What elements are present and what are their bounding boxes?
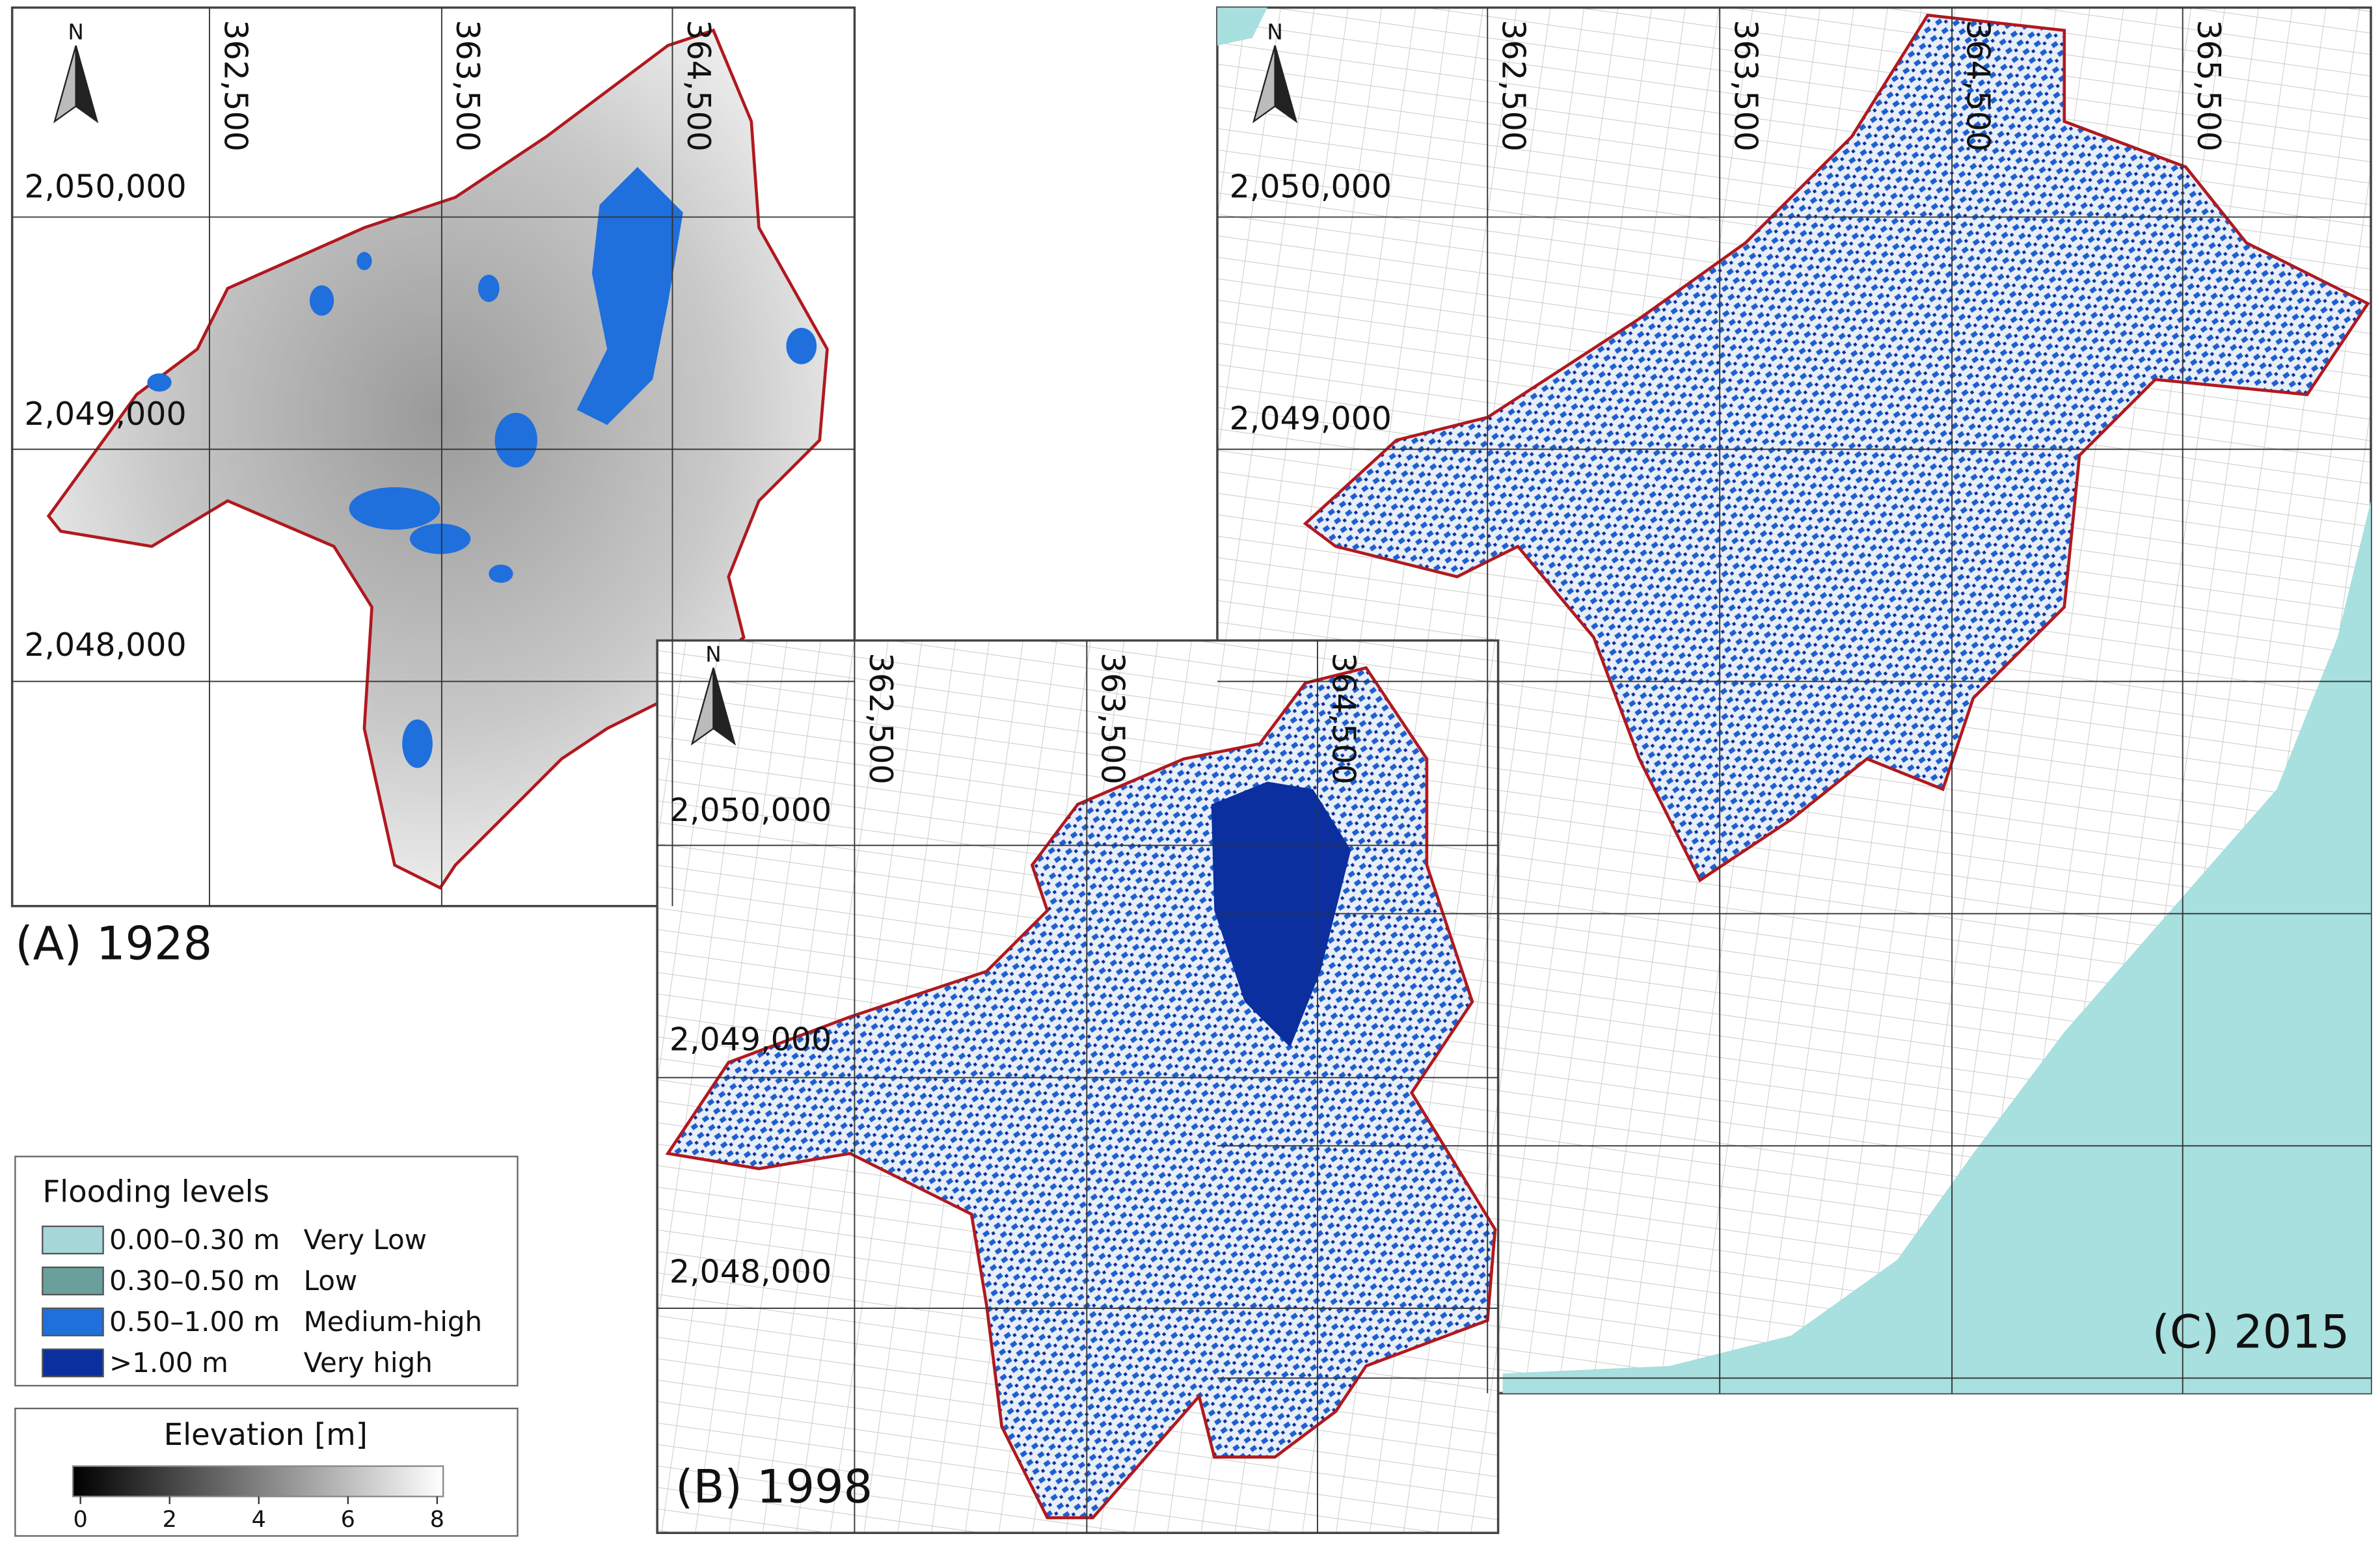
x-coordinate-label: 364,500 xyxy=(1325,653,1362,785)
north-arrow: N xyxy=(1252,20,1298,124)
legend-range: >1.00 m xyxy=(109,1347,228,1379)
legend-range: 0.00–0.30 m xyxy=(109,1224,280,1256)
panel-label: (B) 1998 xyxy=(675,1461,872,1514)
arrow-right xyxy=(1274,45,1298,124)
legend-level: Medium-high xyxy=(304,1306,483,1338)
x-coordinate-label: 362,500 xyxy=(217,20,254,152)
north-label: N xyxy=(1267,20,1282,45)
y-coordinate-label: 2,049,000 xyxy=(1230,400,1392,437)
y-coordinate-label: 2,050,000 xyxy=(1230,168,1392,205)
x-coordinate-label: 362,500 xyxy=(862,653,899,785)
legend-title: Flooding levels xyxy=(42,1175,269,1210)
panel-b xyxy=(656,639,1500,1535)
elevation-tick-label: 0 xyxy=(74,1507,88,1533)
legend-title: Elevation [m] xyxy=(164,1418,368,1453)
elevation-tick-label: 4 xyxy=(252,1507,266,1533)
x-coordinate-label: 362,500 xyxy=(1495,20,1532,152)
arrow-right xyxy=(75,45,99,124)
elevation-ticks: 0 2 4 6 8 xyxy=(74,1496,444,1533)
x-coordinate-label: 365,500 xyxy=(2190,20,2227,152)
panel-annotations: 362,500 363,500 364,500 365,500 2,050,000 2,0… xyxy=(1217,7,2372,1394)
north-label: N xyxy=(705,642,721,667)
y-coordinate-label: 2,049,000 xyxy=(24,396,186,433)
panel-label: (A) 1928 xyxy=(15,917,212,970)
y-coordinate-label: 2,049,000 xyxy=(669,1021,832,1058)
legend-level: Very Low xyxy=(304,1224,427,1256)
legend-range: 0.50–1.00 m xyxy=(109,1306,280,1338)
sea xyxy=(1502,500,2372,1394)
x-coordinate-label: 363,500 xyxy=(1727,20,1765,152)
x-coordinate-label: 363,500 xyxy=(1094,653,1131,785)
north-arrow: N xyxy=(690,642,737,746)
elevation-tick-label: 6 xyxy=(341,1507,355,1533)
legend-swatch xyxy=(42,1266,104,1296)
y-coordinate-label: 2,048,000 xyxy=(669,1253,832,1290)
x-coordinate-label: 364,500 xyxy=(1959,20,1996,152)
y-coordinate-label: 2,050,000 xyxy=(24,168,186,205)
x-coordinate-label: 363,500 xyxy=(449,20,486,152)
arrow-right xyxy=(712,667,737,746)
elevation-legend: Elevation [m] 0 2 4 6 8 xyxy=(14,1407,519,1537)
elevation-tick-label: 8 xyxy=(430,1507,444,1533)
catchment-outline xyxy=(1303,13,2370,883)
legend-level: Very high xyxy=(304,1347,433,1379)
flood-area xyxy=(1211,781,1351,1047)
elevation-tick-label: 2 xyxy=(163,1507,177,1533)
panel-annotations: 362,500 363,500 364,500 2,050,000 2,049,000 2… xyxy=(657,640,1498,1533)
elevation-ramp xyxy=(72,1465,444,1498)
legend-level: Low xyxy=(304,1265,358,1297)
y-coordinate-label: 2,048,000 xyxy=(24,626,186,664)
legend-range: 0.30–0.50 m xyxy=(109,1265,280,1297)
flood-areas xyxy=(147,167,817,768)
legend-swatch xyxy=(42,1307,104,1337)
legend-swatch xyxy=(42,1348,104,1378)
x-coordinate-label: 364,500 xyxy=(680,20,717,152)
sea xyxy=(1217,7,1267,46)
legend-items: 0.00–0.30 m Very Low 0.30–0.50 m Low 0.50–1.… xyxy=(42,1224,482,1379)
panel-a xyxy=(10,6,856,908)
north-label: N xyxy=(68,20,83,45)
flood-legend: Flooding levels 0.00–0.30 m Very Low 0.30–… xyxy=(14,1155,519,1387)
north-arrow: N xyxy=(53,20,99,124)
panel-label: (C) 2015 xyxy=(2152,1306,2350,1359)
y-coordinate-label: 2,050,000 xyxy=(669,792,832,829)
legend-swatch xyxy=(42,1225,104,1255)
